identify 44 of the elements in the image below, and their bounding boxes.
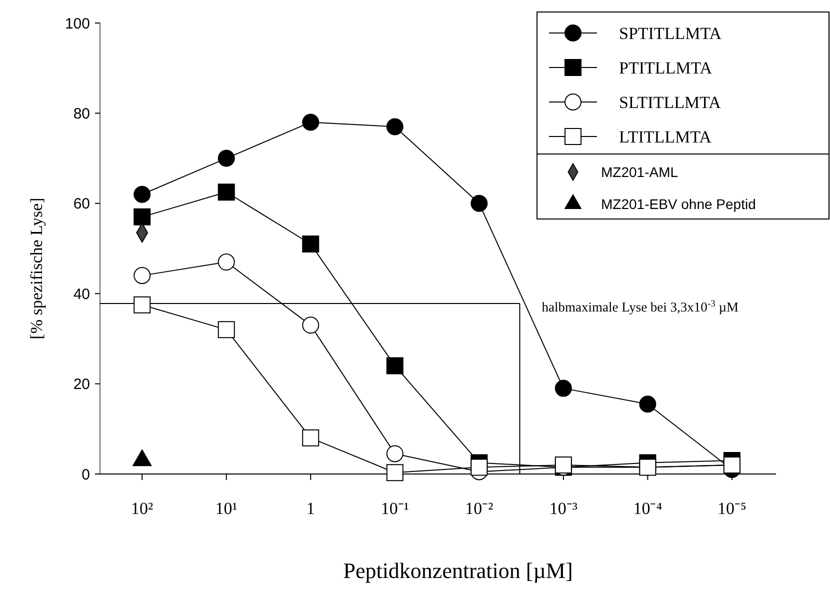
y-tick-label: 40 bbox=[73, 286, 90, 303]
x-tick-label: 1 bbox=[306, 499, 315, 518]
x-tick-label: 10⁻¹ bbox=[380, 499, 409, 518]
point bbox=[639, 396, 656, 413]
y-tick-label: 60 bbox=[73, 196, 90, 213]
x-tick-label: 10¹ bbox=[215, 499, 238, 518]
point bbox=[302, 235, 320, 252]
point bbox=[470, 194, 488, 212]
point bbox=[218, 150, 235, 167]
y-tick-label: 80 bbox=[73, 105, 90, 122]
legend-label: SPTITLLMTA bbox=[619, 24, 722, 43]
point bbox=[639, 458, 656, 476]
point bbox=[470, 458, 488, 476]
legend-label: PTITLLMTA bbox=[619, 58, 713, 78]
x-tick-label: 10⁻² bbox=[465, 499, 494, 518]
y-tick-label: 100 bbox=[64, 15, 90, 32]
point bbox=[218, 184, 235, 201]
y-tick-label: 20 bbox=[73, 376, 90, 394]
point bbox=[134, 186, 151, 203]
point bbox=[134, 208, 151, 226]
point bbox=[386, 464, 404, 482]
x-tick-label: 10² bbox=[131, 499, 154, 518]
point bbox=[218, 321, 235, 338]
point bbox=[386, 445, 404, 462]
point bbox=[386, 118, 404, 136]
x-tick-label: 10⁻⁵ bbox=[717, 499, 746, 518]
point bbox=[302, 429, 320, 446]
y-axis-title: [% spezifische Lyse] bbox=[27, 198, 46, 340]
point bbox=[554, 380, 572, 397]
legend-label: SLTITLLMTA bbox=[619, 92, 722, 112]
point bbox=[302, 316, 320, 334]
point bbox=[218, 254, 235, 271]
point bbox=[554, 456, 572, 474]
legend-label: LTITLLMTA bbox=[619, 127, 712, 146]
y-tick-label: 0 bbox=[82, 466, 90, 484]
legend-label: MZ201-EBV ohne Peptid bbox=[601, 196, 756, 212]
x-tick-label: 10⁻³ bbox=[549, 499, 578, 518]
x-tick-label: 10⁻⁴ bbox=[633, 499, 662, 518]
point bbox=[302, 114, 320, 131]
x-axis-title: Peptidkonzentration [µM] bbox=[343, 558, 573, 583]
point bbox=[386, 357, 404, 374]
point bbox=[134, 296, 151, 314]
ref-line-label: halbmaximale Lyse bei 3,3x10$^{-3}$ µM bbox=[542, 300, 738, 315]
legend-label: MZ201-AML bbox=[601, 164, 678, 180]
